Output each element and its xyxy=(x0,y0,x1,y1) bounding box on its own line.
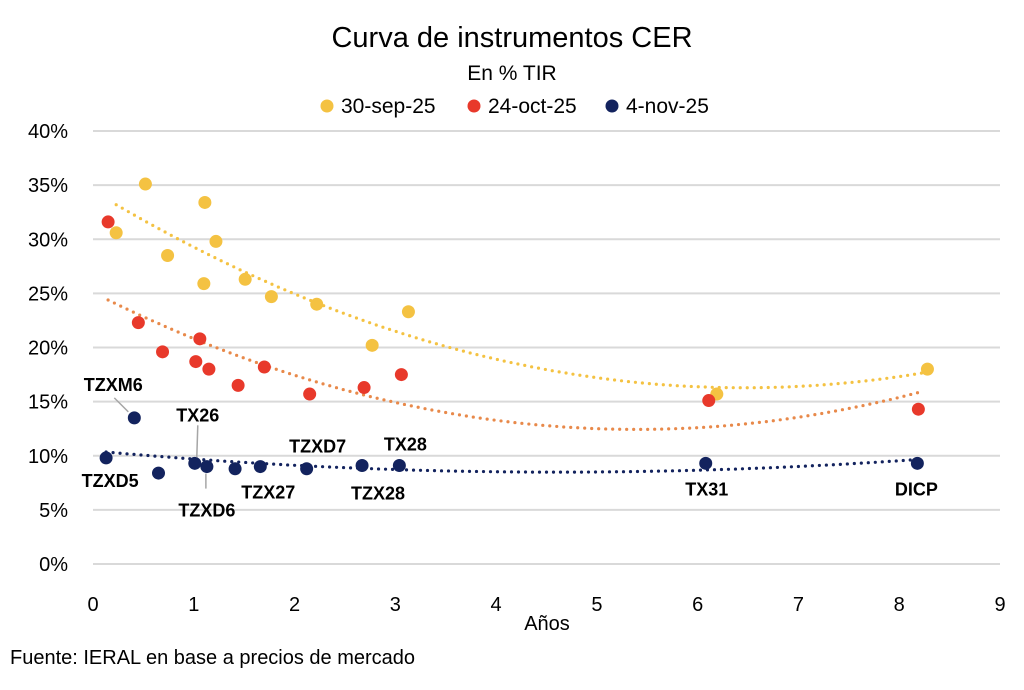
y-tick-label: 10% xyxy=(28,446,68,468)
data-point xyxy=(303,387,317,401)
y-tick-label: 5% xyxy=(39,500,68,522)
point-label: TZXD5 xyxy=(82,471,139,491)
x-tick-label: 2 xyxy=(289,594,300,616)
gridlines xyxy=(93,130,1000,565)
y-tick-label: 20% xyxy=(28,338,68,360)
chart-subtitle: En % TIR xyxy=(467,62,556,85)
data-point xyxy=(197,277,211,291)
data-point xyxy=(127,411,141,425)
legend-marker-1 xyxy=(467,99,481,113)
legend-label: 30-sep-25 xyxy=(341,95,436,118)
point-label: TX28 xyxy=(384,434,427,454)
x-tick-label: 1 xyxy=(188,594,199,616)
data-point xyxy=(193,332,207,346)
data-point xyxy=(228,462,242,476)
point-label: TZXD6 xyxy=(178,501,235,521)
data-point xyxy=(156,345,170,359)
data-point xyxy=(911,402,925,416)
data-point xyxy=(920,362,934,376)
data-point xyxy=(161,248,175,262)
data-point xyxy=(401,305,415,319)
point-label: TZX27 xyxy=(241,483,295,503)
data-point xyxy=(209,234,223,248)
legend-label: 24-oct-25 xyxy=(488,95,577,118)
x-tick-label: 8 xyxy=(894,594,905,616)
data-point xyxy=(365,338,379,352)
x-tick-label: 7 xyxy=(793,594,804,616)
data-point xyxy=(264,290,278,304)
data-points xyxy=(99,177,934,480)
y-tick-label: 35% xyxy=(28,175,68,197)
point-label: TZXD7 xyxy=(289,437,346,457)
x-tick-label: 3 xyxy=(390,594,401,616)
point-label: TZXM6 xyxy=(84,375,143,395)
point-label: TX31 xyxy=(685,479,728,499)
data-point xyxy=(138,177,152,191)
x-tick-label: 0 xyxy=(87,594,98,616)
data-point xyxy=(910,456,924,470)
data-point xyxy=(238,272,252,286)
trendlines xyxy=(104,203,929,474)
trendline-1 xyxy=(106,298,920,431)
data-point xyxy=(99,451,113,465)
point-label: DICP xyxy=(895,479,938,499)
y-tick-label: 0% xyxy=(39,554,68,576)
legend-marker-0 xyxy=(320,99,334,113)
y-axis-ticks: 0% 5% 10% 15% 20% 25% 30% 35% 40% xyxy=(28,121,68,576)
data-point xyxy=(131,316,145,330)
data-point xyxy=(355,458,369,472)
x-tick-label: 6 xyxy=(692,594,703,616)
data-point xyxy=(253,460,267,474)
data-point xyxy=(257,360,271,374)
data-point xyxy=(188,456,202,470)
x-axis-ticks: 0 1 2 3 4 5 6 7 8 9 xyxy=(87,594,1005,616)
point-labels: TZXD5 TZXM6 TX26 TZXD6 TZX27 TZXD7 TZX28 TX28 TX… xyxy=(82,375,938,521)
x-axis-label: Años xyxy=(524,613,570,635)
point-label: TZX28 xyxy=(351,483,405,503)
data-point xyxy=(702,394,716,408)
data-point xyxy=(394,368,408,382)
leader-line xyxy=(196,425,199,458)
y-tick-label: 15% xyxy=(28,392,68,414)
chart-title: Curva de instrumentos CER xyxy=(331,22,692,54)
data-point xyxy=(357,381,371,395)
trendline-0 xyxy=(114,203,929,390)
data-point xyxy=(202,362,216,376)
point-label: TX26 xyxy=(176,405,219,425)
data-point xyxy=(300,462,314,476)
x-tick-label: 9 xyxy=(994,594,1005,616)
data-point xyxy=(101,215,115,229)
legend: 30-sep-25 24-oct-25 4-nov-25 xyxy=(320,95,709,118)
legend-marker-2 xyxy=(605,99,619,113)
data-point xyxy=(198,195,212,209)
data-point xyxy=(392,458,406,472)
data-point xyxy=(189,355,203,369)
x-tick-label: 4 xyxy=(491,594,502,616)
y-tick-label: 25% xyxy=(28,283,68,305)
data-point xyxy=(699,456,713,470)
y-tick-label: 40% xyxy=(28,121,68,143)
data-point xyxy=(200,460,214,474)
data-point xyxy=(310,297,324,311)
data-point xyxy=(231,378,245,392)
y-tick-label: 30% xyxy=(28,229,68,251)
source-note: Fuente: IERAL en base a precios de merca… xyxy=(10,647,415,669)
x-tick-label: 5 xyxy=(591,594,602,616)
data-point xyxy=(109,226,123,240)
legend-label: 4-nov-25 xyxy=(626,95,709,118)
leader-line xyxy=(113,397,129,413)
data-point xyxy=(152,466,166,480)
trendline-2 xyxy=(104,450,919,474)
